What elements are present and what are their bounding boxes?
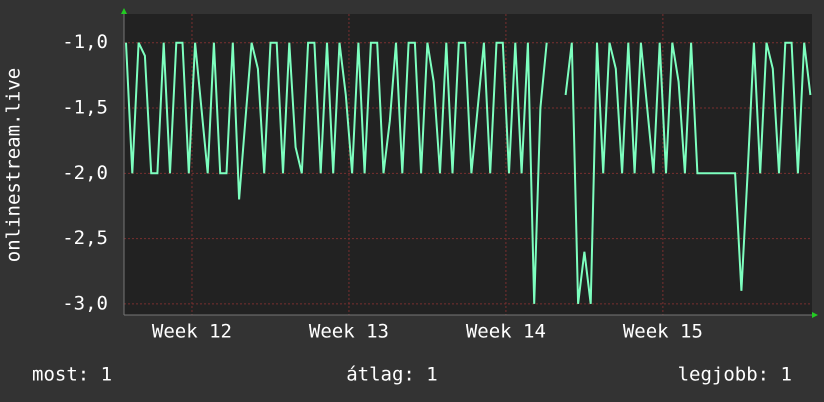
- x-tick-label: Week 12: [152, 321, 232, 343]
- data-line: [125, 41, 812, 305]
- y-tick-label: -2,0: [62, 162, 108, 184]
- y-tick-label: -1,5: [62, 97, 108, 119]
- y-tick-label: -3,0: [62, 292, 108, 314]
- y-axis-label: onlinestream.live: [3, 68, 25, 262]
- y-tick-label: -2,5: [62, 227, 108, 249]
- axis-arrow: [812, 312, 818, 318]
- stat: átlag: 1: [346, 364, 438, 386]
- y-tick-label: -1,0: [62, 31, 108, 53]
- x-tick-label: Week 15: [623, 321, 703, 343]
- x-tick-label: Week 13: [309, 321, 389, 343]
- stat: most: 1: [32, 364, 112, 386]
- x-tick-label: Week 14: [466, 321, 546, 343]
- axis-arrow: [121, 8, 127, 14]
- stat: legjobb: 1: [678, 364, 792, 386]
